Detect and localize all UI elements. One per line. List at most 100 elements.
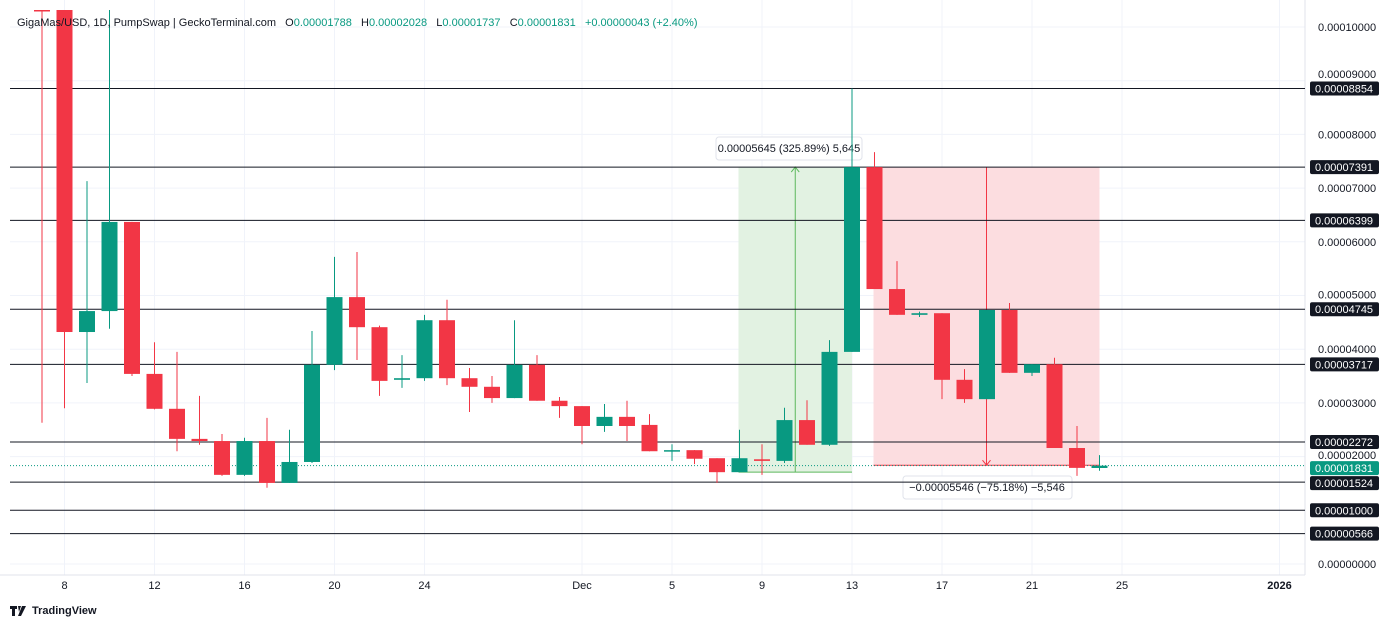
time-tick-label: 21 — [1026, 580, 1038, 592]
candle-body — [529, 364, 545, 401]
price-line-label-box — [1310, 81, 1379, 96]
candle-body — [394, 378, 410, 380]
price-line-label-box — [1310, 434, 1379, 449]
candle-body — [191, 438, 208, 442]
candle-body — [979, 309, 995, 400]
candle-body — [484, 386, 500, 399]
candle-body — [1091, 465, 1108, 468]
price-tick-label: 0.00000000 — [1318, 559, 1376, 571]
price-line-label: 0.00000566 — [1315, 529, 1373, 541]
candle-body — [1001, 309, 1018, 373]
time-tick-label: Dec — [572, 580, 592, 592]
low-label: L — [436, 17, 443, 29]
price-chart[interactable]: 0.00005645 (325.89%) 5,645 −0.00005546 (−… — [0, 0, 1400, 600]
candles — [34, 10, 1108, 488]
price-tick-label: 0.00010000 — [1318, 22, 1376, 34]
price-line-label: 0.00004745 — [1315, 304, 1373, 316]
candle-body — [101, 221, 118, 312]
time-tick-label: 24 — [418, 580, 430, 592]
candle-body — [709, 458, 725, 473]
measure-up-label-box — [715, 136, 863, 161]
candle-body — [169, 408, 185, 439]
open-value: 0.00001788 — [293, 17, 352, 29]
candle-body — [1069, 448, 1085, 468]
candle-body — [259, 441, 275, 483]
measure-zones: 0.00005645 (325.89%) 5,645 −0.00005546 (−… — [715, 136, 1100, 500]
price-line-label: 0.00008854 — [1315, 84, 1373, 96]
grid — [0, 0, 1306, 576]
time-tick-label: 9 — [759, 580, 765, 592]
price-tick-label: 0.00007000 — [1318, 183, 1376, 195]
candle-body — [416, 320, 433, 379]
candle-body — [79, 311, 95, 333]
candle-body — [866, 167, 883, 290]
candle-body — [731, 458, 748, 473]
candle-body — [461, 378, 478, 387]
candle-body — [439, 320, 455, 379]
tradingview-logo-icon — [10, 606, 26, 616]
time-tick-label: 13 — [846, 580, 858, 592]
candle-body — [799, 420, 815, 445]
measure-up-label: 0.00005645 (325.89%) 5,645 — [718, 143, 861, 155]
brand-name: TradingView — [32, 605, 97, 617]
price-axis[interactable]: 0.00010000 0.00009000 0.00008000 0.00007000… — [1310, 22, 1379, 571]
price-line-label: 0.00001000 — [1315, 505, 1373, 517]
candle-body — [124, 221, 140, 374]
price-tick-label: 0.00006000 — [1318, 237, 1376, 249]
candle-body — [506, 364, 523, 399]
candle-body — [619, 416, 635, 426]
candle-body — [889, 289, 905, 315]
candle-body — [934, 313, 950, 380]
candle-body — [1024, 364, 1040, 373]
symbol-legend: GigaMas/USD, 1D, PumpSwap | GeckoTermina… — [17, 17, 698, 29]
candle-body — [641, 424, 658, 452]
price-line-label-box — [1310, 160, 1379, 175]
candle-body — [34, 10, 50, 12]
candle-body — [371, 327, 388, 381]
price-line-label: 0.00006399 — [1315, 215, 1373, 227]
price-line-label-box — [1310, 526, 1379, 541]
candle-body — [596, 416, 613, 426]
candle-body — [754, 459, 770, 461]
time-tick-label: 17 — [936, 580, 948, 592]
candle-body — [56, 10, 73, 333]
price-line-label: 0.00001524 — [1315, 478, 1373, 490]
time-tick-label: 20 — [328, 580, 340, 592]
time-axis[interactable]: 8 12 16 20 24 Dec 5 9 13 17 21 25 2026 — [61, 580, 1291, 592]
time-tick-label: 5 — [669, 580, 675, 592]
price-line-label-box — [1310, 357, 1379, 372]
time-tick-label: 2026 — [1267, 580, 1291, 592]
candle-body — [956, 379, 973, 400]
candle-body — [146, 373, 163, 409]
symbol-title: GigaMas/USD, 1D, PumpSwap | GeckoTermina… — [17, 17, 276, 29]
candle-body — [911, 313, 928, 315]
candle-body — [304, 364, 320, 462]
time-tick-label: 8 — [61, 580, 67, 592]
close-label: C — [509, 17, 518, 29]
tradingview-logo[interactable]: TradingView — [10, 605, 97, 617]
price-line-label: 0.00007391 — [1315, 162, 1373, 174]
open-label: O — [285, 17, 294, 29]
price-tick-label: 0.00005000 — [1318, 290, 1376, 302]
price-line-label: 0.00003717 — [1315, 359, 1373, 371]
candle-body — [236, 441, 253, 475]
change-value: +0.00000043 (+2.40%) — [584, 17, 698, 29]
price-tick-label: 0.00003000 — [1318, 398, 1376, 410]
horizontal-lines[interactable] — [10, 88, 1305, 535]
price-tick-label: 0.00002000 — [1318, 450, 1376, 462]
measure-down-label: −0.00005546 (−75.18%) −5,546 — [909, 482, 1065, 494]
candle-body — [821, 351, 838, 445]
price-line-label-box — [1310, 302, 1379, 317]
candle-body — [574, 406, 590, 426]
candle-body — [551, 400, 568, 407]
candle-body — [1046, 364, 1063, 449]
close-value: 0.00001831 — [517, 17, 576, 29]
candle-body — [664, 450, 680, 452]
candle-body — [776, 420, 793, 461]
low-value: 0.00001737 — [442, 17, 501, 29]
price-tick-label: 0.00009000 — [1318, 69, 1376, 81]
candle-body — [686, 450, 703, 459]
high-value: 0.00002028 — [368, 17, 428, 29]
time-tick-label: 12 — [148, 580, 160, 592]
candle-body — [214, 441, 230, 475]
